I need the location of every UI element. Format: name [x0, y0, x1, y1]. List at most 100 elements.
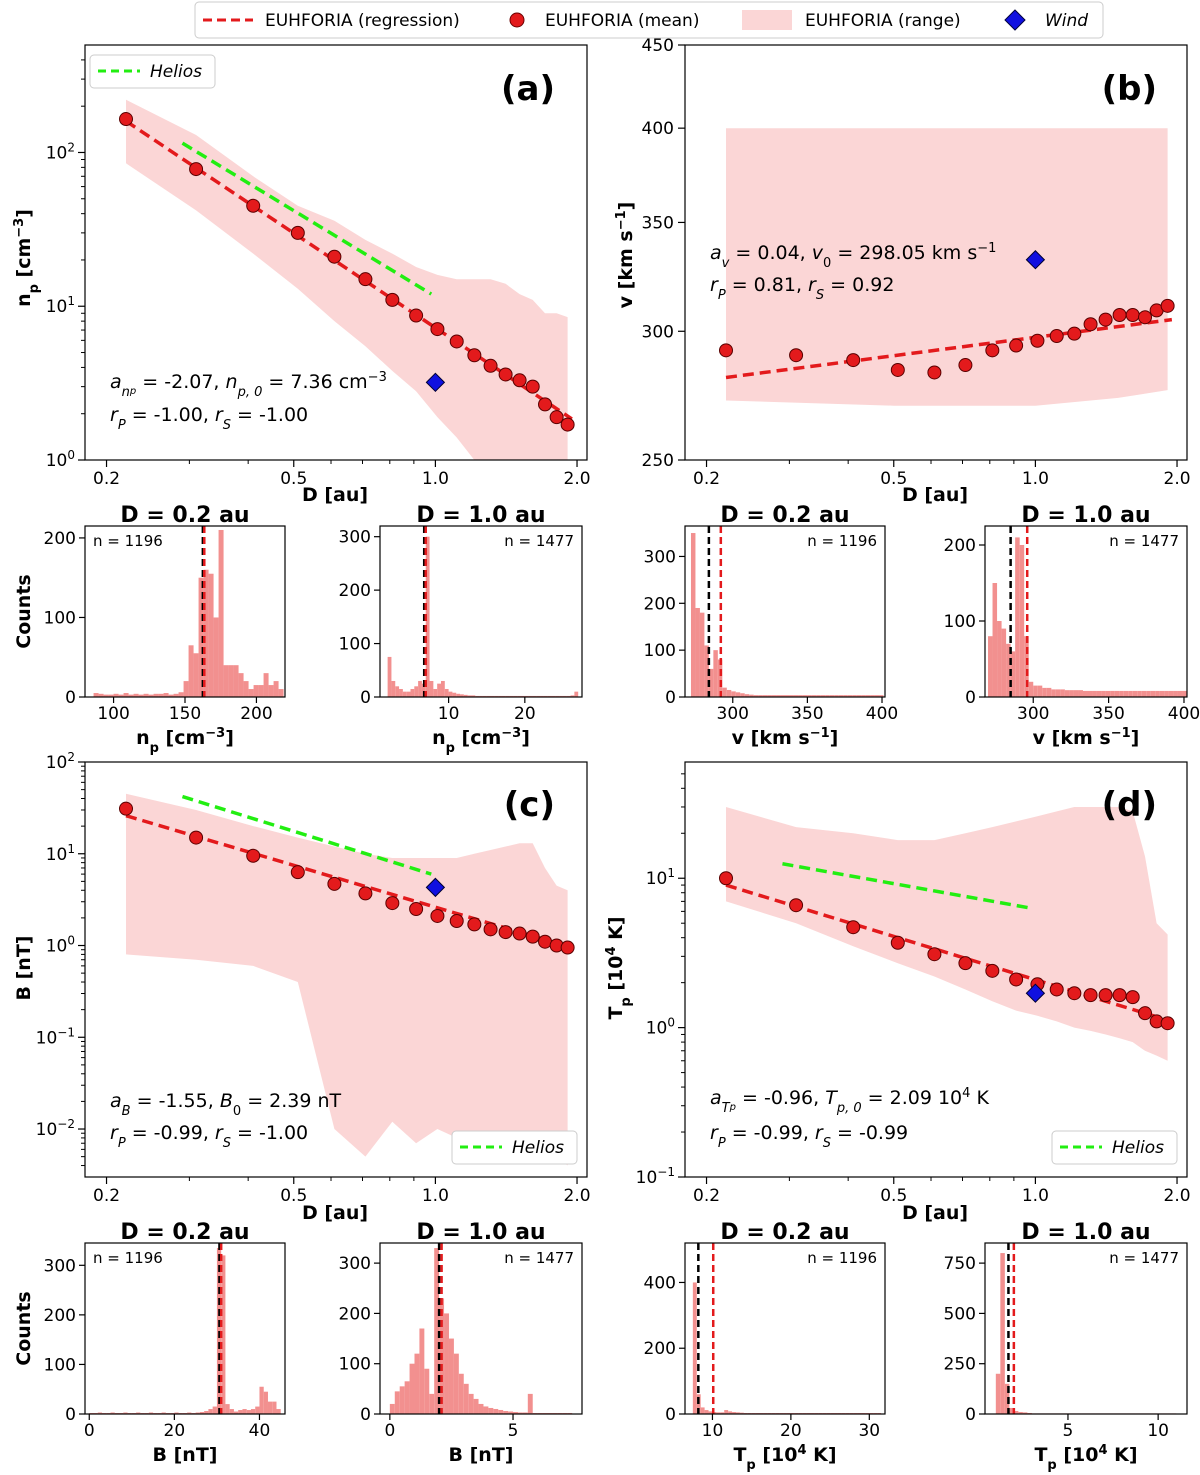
h_v_10-bar: [1069, 690, 1074, 697]
h_v_10-bar: [1110, 690, 1115, 697]
panel-a-x-tick-label: 2.0: [564, 469, 591, 489]
h_v_02-bar: [753, 695, 759, 697]
panel-a-mean-point: [358, 272, 373, 287]
panel-b-y-tick-label: 400: [642, 119, 674, 139]
h_Tp_10-frame: [984, 1242, 1188, 1415]
h_B_10-y-tick-label: 200: [339, 1304, 371, 1324]
h_v_02-bar: [776, 695, 781, 697]
panel-a-wind-diamond: [425, 372, 446, 393]
h_B_10-bar: [468, 1393, 474, 1414]
h_v_10-bar: [1146, 690, 1151, 697]
h_np_10-bar: [460, 694, 464, 697]
panel-b-mean-points: [719, 298, 1175, 380]
panel-b-y-tick-label: 250: [642, 451, 674, 471]
panel-d-x-tick-label: 0.5: [880, 1186, 907, 1206]
h_B_02-bar: [174, 1412, 179, 1414]
panel-c-magnetic-field-scatter: 0.2 0.5 1.0 2.0 10−2 10−1 100 101 102 (c) Helios…: [13, 750, 591, 1224]
h_np_02-bar: [218, 529, 224, 697]
h_B_10-x-tick-label: 0: [384, 1421, 395, 1441]
h_Tp_02-y-tick-label: 0: [665, 1405, 676, 1425]
h_v_10-bar: [1078, 690, 1083, 697]
panel-b-mean-point: [1112, 307, 1127, 322]
h_B_10-bar: [513, 1411, 518, 1414]
panel-b-mean-point: [890, 362, 905, 377]
h_np_02-bar: [238, 673, 244, 697]
h_np_10-x-tick-label: 20: [514, 704, 536, 724]
h_v_02-bar: [843, 695, 848, 697]
h_np_10-bar: [414, 686, 419, 697]
h_np_02-bar: [193, 653, 199, 697]
panel-c-mean-point: [246, 848, 261, 863]
panel-a-helios-legend-label: Helios: [150, 62, 202, 82]
panel-d-mean-point: [1125, 990, 1140, 1005]
panel-c-helios-legend-frame: [451, 1130, 578, 1165]
h_np_10-bar: [406, 691, 411, 697]
panel-c-range-area: [126, 793, 568, 1166]
h_np_10-bar: [425, 536, 430, 697]
h_v_10-bar: [1119, 690, 1124, 697]
panel-b-mean-point: [958, 358, 973, 373]
h_v_02-bar: [816, 695, 821, 697]
panel-a-mean-point: [409, 308, 424, 323]
panel-d-y-tick-label: 10−1: [636, 1165, 675, 1188]
panel-a-frame: [84, 44, 588, 461]
h_v_02-x-tick-label: 400: [866, 704, 898, 724]
panel-c-y-tick-label: 10−1: [36, 1025, 75, 1048]
h_np_02-bar: [223, 665, 229, 697]
h_np_02-bar: [273, 681, 279, 697]
h_v_02-bar: [838, 695, 844, 697]
h_np_10-bar: [570, 695, 575, 697]
h_np_10-bar: [574, 691, 579, 697]
h_np_10-y-tick-label: 0: [360, 688, 371, 708]
panel-a-x-axis-label: D [au]: [302, 484, 368, 506]
h_B_10-bar: [463, 1383, 469, 1414]
h_v_10-bar: [1150, 690, 1156, 697]
panel-c-helios-legend: Helios: [451, 1130, 578, 1165]
h_B_10-bar: [458, 1373, 464, 1414]
panel-d-helios-legend: Helios: [1051, 1130, 1178, 1165]
h_v_10-y-tick-label: 200: [944, 536, 976, 556]
h_np_10-x-axis-label: np [cm−3]: [432, 726, 530, 756]
panel-b-y-tick-label: 450: [642, 36, 674, 56]
h_B_10-y-tick-label: 0: [360, 1405, 371, 1425]
h_B_10-bar: [429, 1393, 435, 1414]
panel-b-x-tick-label: 0.2: [693, 469, 720, 489]
h_v_10-bar: [1024, 636, 1029, 697]
panel-a-y-tick-label: 102: [46, 140, 75, 163]
figure-legend: EUHFORIA (regression) EUHFORIA (mean) EU…: [194, 1, 1104, 39]
h_np_10-bar: [391, 680, 396, 697]
h_Tp_10-y-tick-label: 500: [944, 1304, 976, 1324]
panel-d-mean-point: [1049, 982, 1064, 997]
panel-d-helios-line: [782, 862, 1032, 910]
panel-a-mean-point: [525, 379, 540, 394]
panel-c-mean-point: [409, 901, 424, 916]
h_Tp_10-bar: [1013, 1410, 1019, 1414]
panel-d-mean-point: [958, 956, 973, 971]
h_v_10-frame: [984, 525, 1188, 698]
panel-d-mean-point: [1098, 988, 1113, 1003]
panel-a-x-tick-label: 0.5: [280, 469, 307, 489]
h_Tp_02-x-tick-label: 10: [702, 1421, 724, 1441]
h_v_10-bar: [997, 621, 1002, 697]
h_np_02-bar: [123, 693, 129, 697]
h_v_10-y-tick-label: 0: [965, 688, 976, 708]
panel-b-mean-point: [789, 348, 804, 363]
panel-a-mean-points: [119, 112, 575, 432]
h_v_02-bar: [690, 533, 696, 697]
panel-c-y-tick-label: 102: [46, 750, 75, 773]
h_v_02-bar: [789, 695, 794, 697]
panel-b-mean-point: [1009, 338, 1024, 353]
h_Tp_02-bar: [724, 1410, 729, 1414]
legend-mean-swatch: [509, 12, 525, 28]
h_B_02-bar: [242, 1409, 247, 1414]
h_B_10-bar: [434, 1248, 440, 1414]
h_v_10-bar: [1155, 690, 1160, 697]
h_np_02-bar: [203, 569, 209, 697]
h_np_10-bar: [402, 691, 407, 697]
h_Tp_02-title: D = 0.2 au: [720, 1220, 849, 1245]
h_np_02-y-tick-label: 0: [65, 688, 76, 708]
h_np_10-bar: [421, 683, 426, 697]
h_np_10-bar: [467, 695, 472, 697]
